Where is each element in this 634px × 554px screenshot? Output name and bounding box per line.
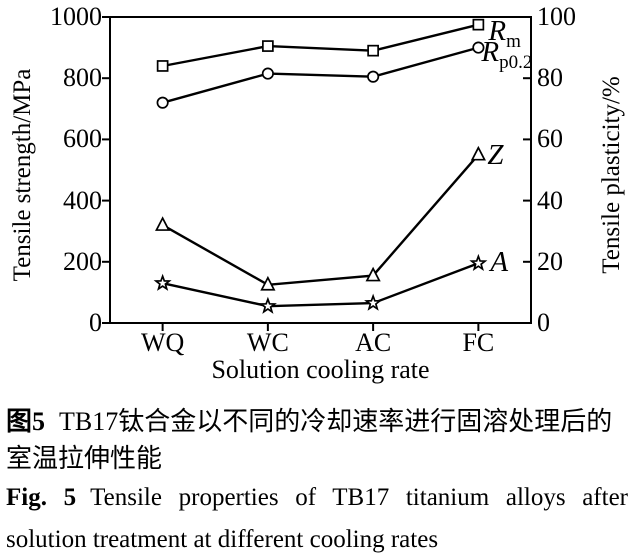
marker-Rp0.2-WQ xyxy=(156,96,169,109)
series-label-main: R xyxy=(481,35,500,68)
caption-en-line1: Fig. 5 Tensile properties of TB17 titaniu… xyxy=(6,484,628,512)
marker-Z-WC xyxy=(260,275,276,291)
left-tick-label-0: 0 xyxy=(89,308,102,337)
marker-A-WC xyxy=(258,296,277,314)
left-tick-label-600: 600 xyxy=(63,124,102,154)
marker-Z-AC xyxy=(365,266,381,282)
marker-Rp0.2-FC xyxy=(472,41,485,54)
right-tick-label-0: 0 xyxy=(537,308,550,337)
x-axis-title: Solution cooling rate xyxy=(211,355,430,384)
marker-Rm-WQ xyxy=(156,60,169,72)
left-tick-label-400: 400 xyxy=(63,185,102,215)
series-label-sub: p0.2 xyxy=(499,51,533,73)
marker-Rp0.2-WC xyxy=(261,67,274,80)
caption-zh-number: 图5 xyxy=(6,407,46,436)
series-line-Rm xyxy=(162,23,479,68)
right-tick-label-60: 60 xyxy=(537,124,563,154)
series-label-main: A xyxy=(490,246,509,279)
right-tick-label-80: 80 xyxy=(537,63,563,93)
x-tick-label-FC: FC xyxy=(462,328,495,357)
caption-en-number: Fig. 5 xyxy=(6,484,77,511)
x-tick-label-WQ: WQ xyxy=(140,328,185,357)
x-tick-label-AC: AC xyxy=(355,328,392,357)
left-tick-label-800: 800 xyxy=(63,63,102,93)
marker-Rm-WC xyxy=(262,40,274,52)
marker-Z-WQ xyxy=(155,216,171,231)
caption-en-line2: solution treatment at different cooling … xyxy=(6,526,439,553)
right-tick-label-40: 40 xyxy=(537,185,563,215)
series-line-Z xyxy=(162,153,480,287)
marker-A-WQ xyxy=(153,273,172,291)
series-line-A xyxy=(162,262,479,308)
left-tick-label-1000: 1000 xyxy=(50,2,102,31)
series-label-main: Z xyxy=(487,138,504,171)
x-tick-label-WC: WC xyxy=(246,328,289,357)
left-axis-title: Tensile strength/MPa xyxy=(9,68,36,282)
series-label-A: A xyxy=(490,247,508,277)
right-tick-label-20: 20 xyxy=(537,246,563,276)
left-tick-label-200: 200 xyxy=(63,246,102,276)
series-line-Rp0.2 xyxy=(162,46,479,104)
right-axis-title: Tensile plasticity/% xyxy=(598,76,625,274)
caption-en-text: Tensile properties of TB17 titanium allo… xyxy=(90,484,629,511)
caption-zh-text: TB17钛合金以不同的冷却速率进行固溶处理后的 xyxy=(59,407,613,436)
series-label-Z: Z xyxy=(487,140,503,170)
series-label-Rm: Rm xyxy=(488,14,521,51)
plot-border xyxy=(109,16,532,324)
marker-A-FC xyxy=(469,253,488,271)
marker-A-AC xyxy=(364,293,383,311)
caption-zh-line1: 图5 TB17钛合金以不同的冷却速率进行固溶处理后的 xyxy=(6,401,612,438)
marker-Rm-FC xyxy=(472,18,485,31)
marker-Rm-AC xyxy=(367,44,379,57)
series-label-sub: m xyxy=(506,30,521,52)
marker-Rp0.2-AC xyxy=(367,70,380,83)
caption-zh-line2: 室温拉伸性能 xyxy=(6,444,163,473)
series-label-main: R xyxy=(488,14,507,47)
marker-Z-FC xyxy=(470,145,486,161)
series-label-Rp0.2: Rp0.2 xyxy=(481,35,532,72)
right-tick-label-100: 100 xyxy=(537,2,576,31)
